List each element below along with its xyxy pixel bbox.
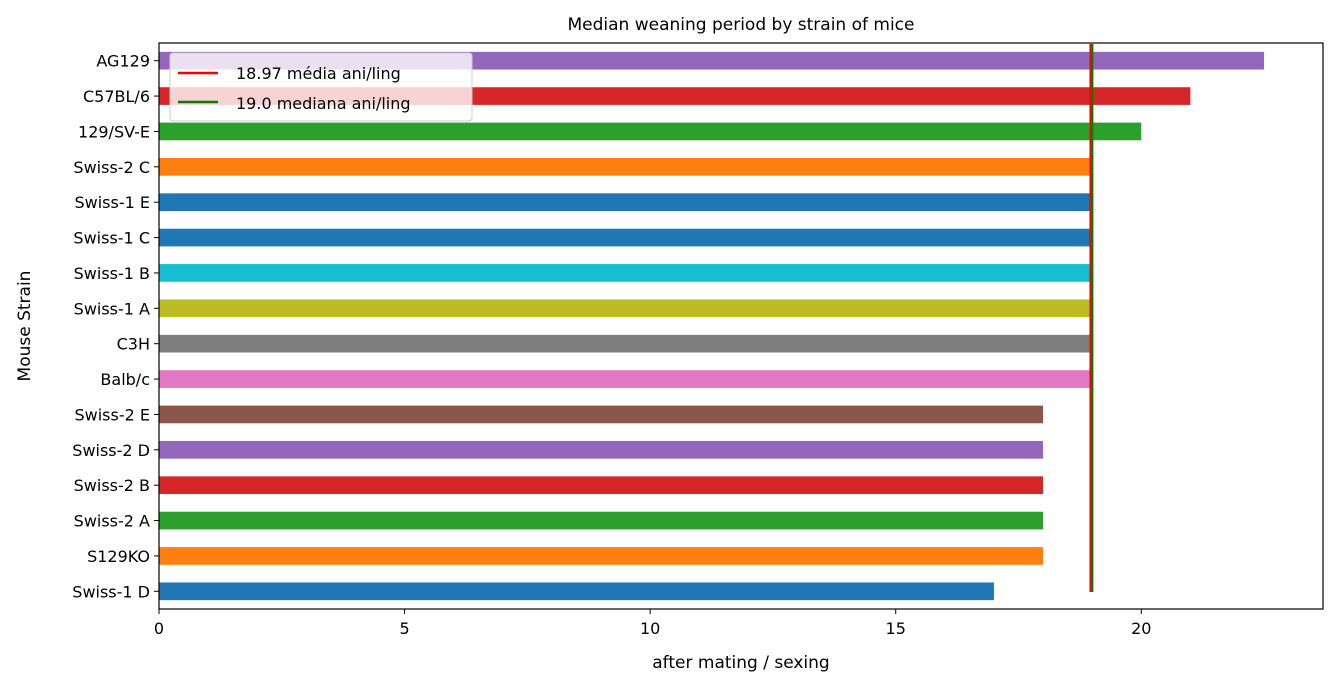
y-tick-label: Balb/c: [100, 370, 150, 389]
legend-mean-label: 18.97 média ani/ling: [236, 64, 401, 83]
y-tick-label: C57BL/6: [83, 87, 150, 106]
y-tick-label: Swiss-2 E: [74, 405, 150, 424]
x-tick-label: 10: [640, 619, 660, 638]
bar-swiss-1-c: [159, 228, 1093, 247]
bar-swiss-1-a: [159, 299, 1093, 318]
bar-swiss-1-d: [159, 582, 994, 601]
legend-median-label: 19.0 mediana ani/ling: [236, 94, 411, 113]
legend: 18.97 média ani/ling 19.0 mediana ani/li…: [169, 52, 473, 122]
y-tick-label: Swiss-2 C: [73, 158, 150, 177]
reference-lines-group: [1089, 44, 1094, 592]
y-tick-label: Swiss-2 A: [74, 512, 150, 531]
plot-frame: [158, 42, 1324, 610]
bar-balb-c: [159, 370, 1093, 388]
y-axis-ticks: AG129 C57BL/6 129/SV-E Swiss-2 C Swiss-1 E Sw…: [72, 52, 159, 601]
bar-swiss-2-d: [159, 440, 1044, 459]
x-axis-label: after mating / sexing: [652, 653, 829, 673]
bar-129-sv-e: [159, 122, 1142, 141]
y-tick-label: Swiss-1 C: [73, 229, 150, 248]
chart-title: Median weaning period by strain of mice: [567, 15, 914, 35]
bar-swiss-2-c: [159, 157, 1093, 176]
y-axis-label: Mouse Strain: [15, 271, 35, 382]
x-tick-label: 0: [154, 619, 164, 638]
bar-s129ko: [159, 547, 1044, 565]
legend-box: [169, 52, 473, 122]
y-tick-label: AG129: [96, 52, 150, 71]
bar-swiss-1-b: [159, 264, 1093, 282]
y-tick-label: S129KO: [87, 547, 150, 566]
y-tick-label: C3H: [117, 335, 150, 354]
bar-swiss-1-e: [159, 193, 1093, 212]
y-tick-label: Swiss-2 B: [74, 476, 150, 495]
x-tick-label: 5: [399, 619, 409, 638]
x-axis-ticks: 0 5 10 15 20: [154, 609, 1151, 638]
bar-c3h: [159, 334, 1093, 353]
y-tick-label: Swiss-2 D: [72, 441, 150, 460]
bar-swiss-2-a: [159, 511, 1044, 530]
y-tick-label: 129/SV-E: [78, 122, 150, 141]
x-tick-label: 20: [1131, 619, 1151, 638]
bar-swiss-2-b: [159, 476, 1044, 495]
y-tick-label: Swiss-1 E: [74, 193, 150, 212]
y-tick-label: Swiss-1 D: [72, 582, 150, 601]
x-tick-label: 15: [886, 619, 906, 638]
y-tick-label: Swiss-1 A: [74, 299, 150, 318]
y-tick-label: Swiss-1 B: [74, 264, 150, 283]
bar-swiss-2-e: [159, 405, 1044, 424]
bars-group: [159, 51, 1265, 601]
